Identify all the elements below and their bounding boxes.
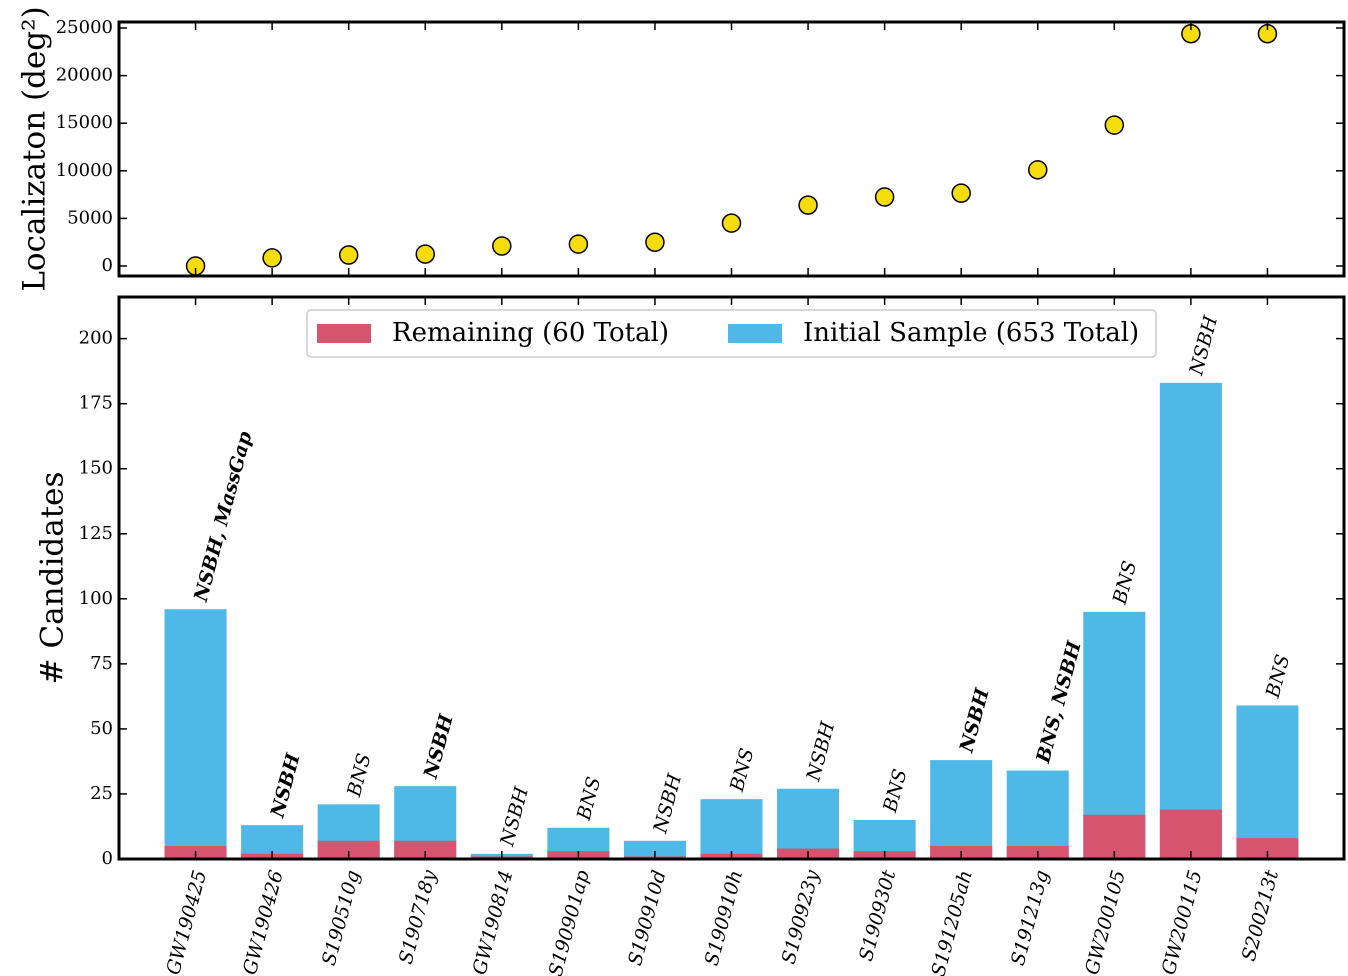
x-tick-label: GW200115 bbox=[1158, 868, 1207, 976]
x-tick-label: GW190425 bbox=[162, 868, 211, 976]
bar bbox=[1159, 382, 1222, 859]
y-tick-label: 25 bbox=[90, 783, 113, 804]
scatter-point bbox=[338, 245, 359, 265]
bar-annotation: NSBH bbox=[266, 750, 305, 821]
x-tick-label: S190718y bbox=[395, 868, 441, 967]
scatter-point bbox=[262, 248, 282, 268]
legend-label: Remaining (60 Total) bbox=[392, 318, 669, 348]
y-tick-label: 75 bbox=[90, 653, 113, 674]
scatter-point bbox=[951, 183, 971, 203]
scatter-point bbox=[874, 187, 895, 207]
y-axis-label: # Candidates bbox=[35, 472, 71, 685]
bar bbox=[700, 799, 763, 859]
x-tick-label: S190901ap bbox=[545, 868, 594, 976]
scatter-point bbox=[415, 244, 435, 264]
bar-annotation: BNS bbox=[726, 746, 759, 795]
y-tick-label: 10000 bbox=[56, 160, 113, 181]
y-tick-label: 5000 bbox=[67, 207, 113, 228]
y-tick-label: 15000 bbox=[56, 112, 113, 133]
y-tick-label: 0 bbox=[102, 255, 113, 276]
y-tick-label: 50 bbox=[90, 718, 113, 739]
x-tick-label: S191205ah bbox=[927, 868, 976, 976]
y-axis-label: Localizaton (deg²) bbox=[17, 6, 53, 291]
bar bbox=[394, 840, 457, 859]
y-tick-label: 20000 bbox=[56, 65, 113, 86]
bar bbox=[1006, 770, 1069, 859]
y-tick-label: 0 bbox=[102, 848, 113, 869]
bar-annotation: NSBH bbox=[1185, 313, 1222, 378]
axes-frame bbox=[117, 20, 1346, 278]
bar-annotation: NSBH bbox=[419, 711, 458, 782]
bar-annotation: NSBH bbox=[649, 771, 686, 836]
legend-label: Initial Sample (653 Total) bbox=[803, 318, 1139, 348]
x-tick-label: S190910h bbox=[701, 868, 748, 968]
bar-annotation: BNS, NSBH bbox=[1032, 638, 1086, 766]
bar bbox=[1236, 838, 1299, 859]
x-tick-label: S190923y bbox=[778, 868, 824, 967]
bar bbox=[317, 840, 380, 859]
bar bbox=[1236, 705, 1299, 859]
bar bbox=[623, 840, 686, 859]
bar bbox=[164, 609, 227, 859]
bar bbox=[777, 788, 840, 859]
scatter-point bbox=[492, 236, 512, 256]
scatter-point bbox=[1028, 160, 1048, 180]
bar-annotation: BNS bbox=[343, 751, 376, 800]
y-tick-label: 25000 bbox=[56, 17, 113, 38]
scatter-point bbox=[568, 234, 589, 254]
bar-annotation: BNS bbox=[1108, 559, 1141, 608]
y-tick-label: 200 bbox=[79, 328, 113, 349]
bar-annotation: NSBH, MassGap bbox=[190, 428, 257, 604]
x-tick-label: S191213g bbox=[1007, 868, 1054, 968]
bar bbox=[930, 760, 993, 859]
axes-frame bbox=[117, 295, 1346, 861]
legend-swatch bbox=[728, 324, 782, 343]
bar-annotation: BNS bbox=[879, 767, 912, 816]
scatter-point bbox=[645, 232, 665, 252]
x-tick-label: GW200105 bbox=[1081, 868, 1130, 976]
x-tick-label: S190910d bbox=[624, 868, 671, 968]
x-tick-label: S190930t bbox=[855, 868, 900, 964]
x-tick-label: S200213t bbox=[1238, 868, 1283, 964]
x-tick-label: GW190426 bbox=[239, 868, 288, 976]
legend: Remaining (60 Total) Initial Sample (653 … bbox=[306, 309, 1157, 358]
bar-annotation: NSBH bbox=[955, 685, 994, 756]
bar-annotation: NSBH bbox=[802, 719, 839, 784]
legend-swatch bbox=[317, 324, 371, 343]
y-tick-label: 125 bbox=[79, 523, 113, 544]
scatter-point bbox=[721, 213, 742, 233]
bar-annotation: NSBH bbox=[496, 784, 533, 849]
x-tick-label: S190510g bbox=[318, 868, 365, 968]
y-tick-label: 100 bbox=[79, 588, 113, 609]
scatter-point bbox=[798, 195, 818, 215]
x-tick-label: GW190814 bbox=[468, 868, 517, 976]
bar-annotation: BNS bbox=[1262, 652, 1295, 701]
y-tick-label: 175 bbox=[79, 393, 113, 414]
scatter-point bbox=[1104, 115, 1125, 135]
bar-annotation: BNS bbox=[573, 775, 606, 824]
bar bbox=[1159, 809, 1222, 859]
y-tick-label: 150 bbox=[79, 458, 113, 479]
